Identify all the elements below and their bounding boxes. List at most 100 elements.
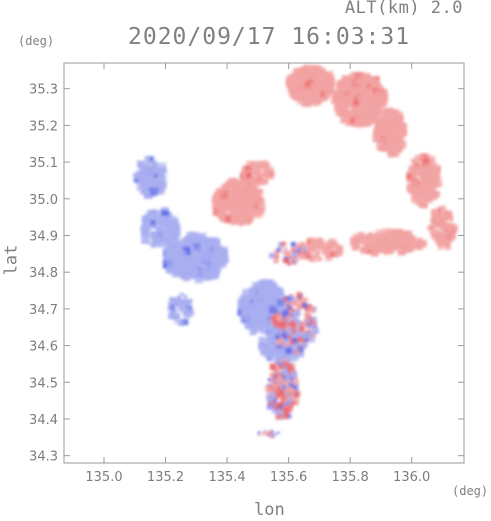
echo-cell bbox=[233, 216, 241, 224]
echo-cell bbox=[310, 239, 315, 244]
echo-cell bbox=[432, 233, 439, 241]
echo-cell bbox=[292, 93, 300, 101]
echo-cell bbox=[290, 332, 296, 338]
echo-cell bbox=[437, 244, 443, 250]
echo-cell bbox=[275, 334, 280, 340]
echo-cell bbox=[249, 328, 257, 336]
echo-cell bbox=[140, 173, 149, 181]
echo-cell bbox=[427, 225, 433, 231]
echo-cell bbox=[244, 317, 253, 326]
echo-cell bbox=[188, 310, 195, 317]
echo-cell bbox=[330, 252, 335, 257]
echo-cell bbox=[420, 203, 426, 209]
echo-cell bbox=[324, 248, 329, 253]
echo-cell bbox=[293, 355, 299, 361]
echo-cell bbox=[363, 75, 370, 83]
echo-cell bbox=[281, 317, 288, 324]
echo-cell bbox=[353, 72, 364, 82]
echo-cell bbox=[292, 385, 296, 389]
echo-cell bbox=[328, 239, 333, 244]
echo-cell bbox=[239, 189, 244, 194]
lon-unit-label: (deg) bbox=[452, 484, 489, 498]
echo-cell bbox=[381, 144, 390, 152]
echo-cell bbox=[158, 222, 162, 227]
echo-cell bbox=[312, 316, 317, 321]
echo-cell bbox=[208, 272, 216, 280]
echo-cell bbox=[358, 81, 363, 87]
echo-cell bbox=[320, 84, 328, 91]
echo-cell bbox=[278, 372, 284, 379]
echo-cell bbox=[444, 231, 449, 236]
echo-cell bbox=[261, 346, 270, 356]
echo-cell bbox=[299, 326, 304, 331]
echo-cell bbox=[438, 235, 443, 241]
echo-cell bbox=[271, 315, 278, 322]
echo-cell bbox=[409, 172, 416, 179]
echo-cell bbox=[296, 242, 300, 246]
echo-cell bbox=[269, 253, 275, 259]
echo-cell bbox=[398, 231, 407, 239]
echo-cell bbox=[257, 172, 264, 179]
echo-cell bbox=[192, 261, 197, 266]
echo-cell bbox=[308, 322, 314, 328]
echo-cell bbox=[299, 66, 306, 73]
echo-cell bbox=[179, 248, 184, 253]
echo-cell bbox=[223, 202, 230, 209]
echo-cell bbox=[324, 257, 329, 262]
echo-cell bbox=[150, 181, 158, 189]
echo-cell bbox=[288, 318, 295, 325]
echo-cell bbox=[177, 264, 182, 269]
echo-cell bbox=[361, 237, 370, 245]
echo-cell bbox=[429, 229, 435, 235]
echo-cell bbox=[269, 363, 277, 370]
echo-cell bbox=[413, 158, 421, 166]
echo-cell bbox=[374, 93, 384, 103]
echo-cell bbox=[266, 388, 272, 394]
echo-cell bbox=[155, 217, 162, 225]
echo-cell bbox=[376, 141, 385, 150]
echo-cell bbox=[267, 173, 273, 180]
echo-cell bbox=[278, 404, 283, 410]
echo-cell bbox=[437, 213, 441, 217]
echo-cell bbox=[305, 248, 311, 254]
echo-cell bbox=[291, 260, 295, 264]
echo-cell bbox=[418, 185, 426, 194]
x-tick-label: 135.4 bbox=[208, 470, 245, 485]
y-tick-label: 34.5 bbox=[29, 376, 58, 391]
echo-cell bbox=[258, 318, 267, 327]
echo-cell bbox=[394, 240, 403, 249]
echo-cell bbox=[288, 368, 296, 375]
echo-cell bbox=[200, 247, 206, 253]
echo-cell bbox=[269, 392, 276, 400]
echo-cell bbox=[293, 87, 299, 94]
echo-cell bbox=[415, 191, 420, 196]
echo-cell bbox=[287, 387, 292, 392]
echo-cell bbox=[264, 297, 272, 304]
echo-cell bbox=[185, 309, 189, 313]
echo-cell bbox=[294, 331, 301, 338]
echo-cell bbox=[282, 368, 288, 375]
echo-cell bbox=[312, 327, 319, 335]
echo-cell bbox=[311, 249, 318, 256]
echo-cell bbox=[185, 254, 196, 265]
echo-cell bbox=[253, 160, 259, 167]
echo-cell bbox=[299, 249, 306, 256]
echo-cell bbox=[276, 431, 279, 434]
echo-cell bbox=[183, 295, 188, 299]
echo-cell bbox=[278, 359, 282, 363]
echo-cell bbox=[212, 242, 221, 251]
echo-cell bbox=[366, 76, 374, 83]
echo-cell bbox=[433, 179, 441, 187]
echo-cell bbox=[189, 267, 194, 273]
echo-cell bbox=[363, 233, 368, 239]
echo-cell bbox=[383, 133, 390, 139]
echo-cell bbox=[265, 337, 272, 344]
echo-cell bbox=[269, 432, 274, 437]
echo-cell bbox=[153, 174, 158, 178]
echo-cell bbox=[377, 244, 386, 253]
echo-cell bbox=[306, 94, 316, 104]
echo-cell bbox=[174, 320, 179, 325]
echo-cell bbox=[292, 398, 300, 406]
echo-cell bbox=[225, 216, 231, 222]
